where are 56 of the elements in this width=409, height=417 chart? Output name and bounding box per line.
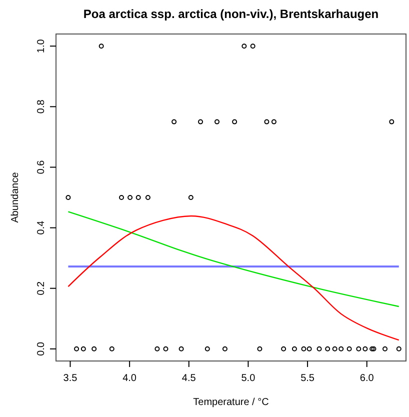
point [198,119,204,124]
point [281,346,286,352]
point [232,119,238,124]
point [74,346,80,352]
point [214,119,220,124]
point [382,346,388,352]
point [145,195,150,200]
line-series [68,215,400,341]
point [316,346,322,352]
point [242,44,247,49]
point [346,346,352,352]
point [136,195,141,200]
point [109,346,114,352]
point [204,346,210,352]
point [396,346,402,352]
point [163,346,168,352]
point [338,346,344,352]
point [292,346,297,352]
point [271,119,276,124]
y-tick-label: 0.0 [36,342,47,356]
point [332,346,338,352]
point [98,44,104,49]
y-tick-label: 1.0 [36,38,47,54]
x-tick-label: 3.5 [63,373,78,384]
point [250,44,256,49]
x-tick-label: 4.5 [182,373,196,384]
y-tick-label: 0.6 [36,160,47,174]
point [66,195,71,200]
x-axis-title: Temperature / °C [193,397,269,408]
y-tick-label: 0.4 [36,220,47,235]
point [257,346,262,352]
x-tick-label: 5.5 [300,373,315,384]
y-tick-label: 0.8 [36,99,47,114]
y-axis-title: Abundance [10,172,21,223]
point [118,195,124,200]
point [356,346,362,352]
point [325,346,330,352]
point [301,346,306,352]
y-tick-label: 0.2 [36,280,47,296]
x-tick-label: 5.0 [241,373,256,384]
point [154,346,160,352]
line-series [68,211,400,308]
x-tick-label: 6.0 [360,373,374,384]
point [264,119,270,124]
point [306,346,312,352]
point [80,346,86,352]
chart-title: Poa arctica ssp. arctica (non-viv.), Brentskarhaugen [83,7,379,21]
point [172,119,177,124]
point [389,119,394,124]
point [222,346,228,352]
point [128,195,133,200]
point [188,195,194,200]
point [92,346,97,352]
point [362,346,368,352]
x-tick-label: 4.0 [122,373,137,384]
point [178,346,184,352]
